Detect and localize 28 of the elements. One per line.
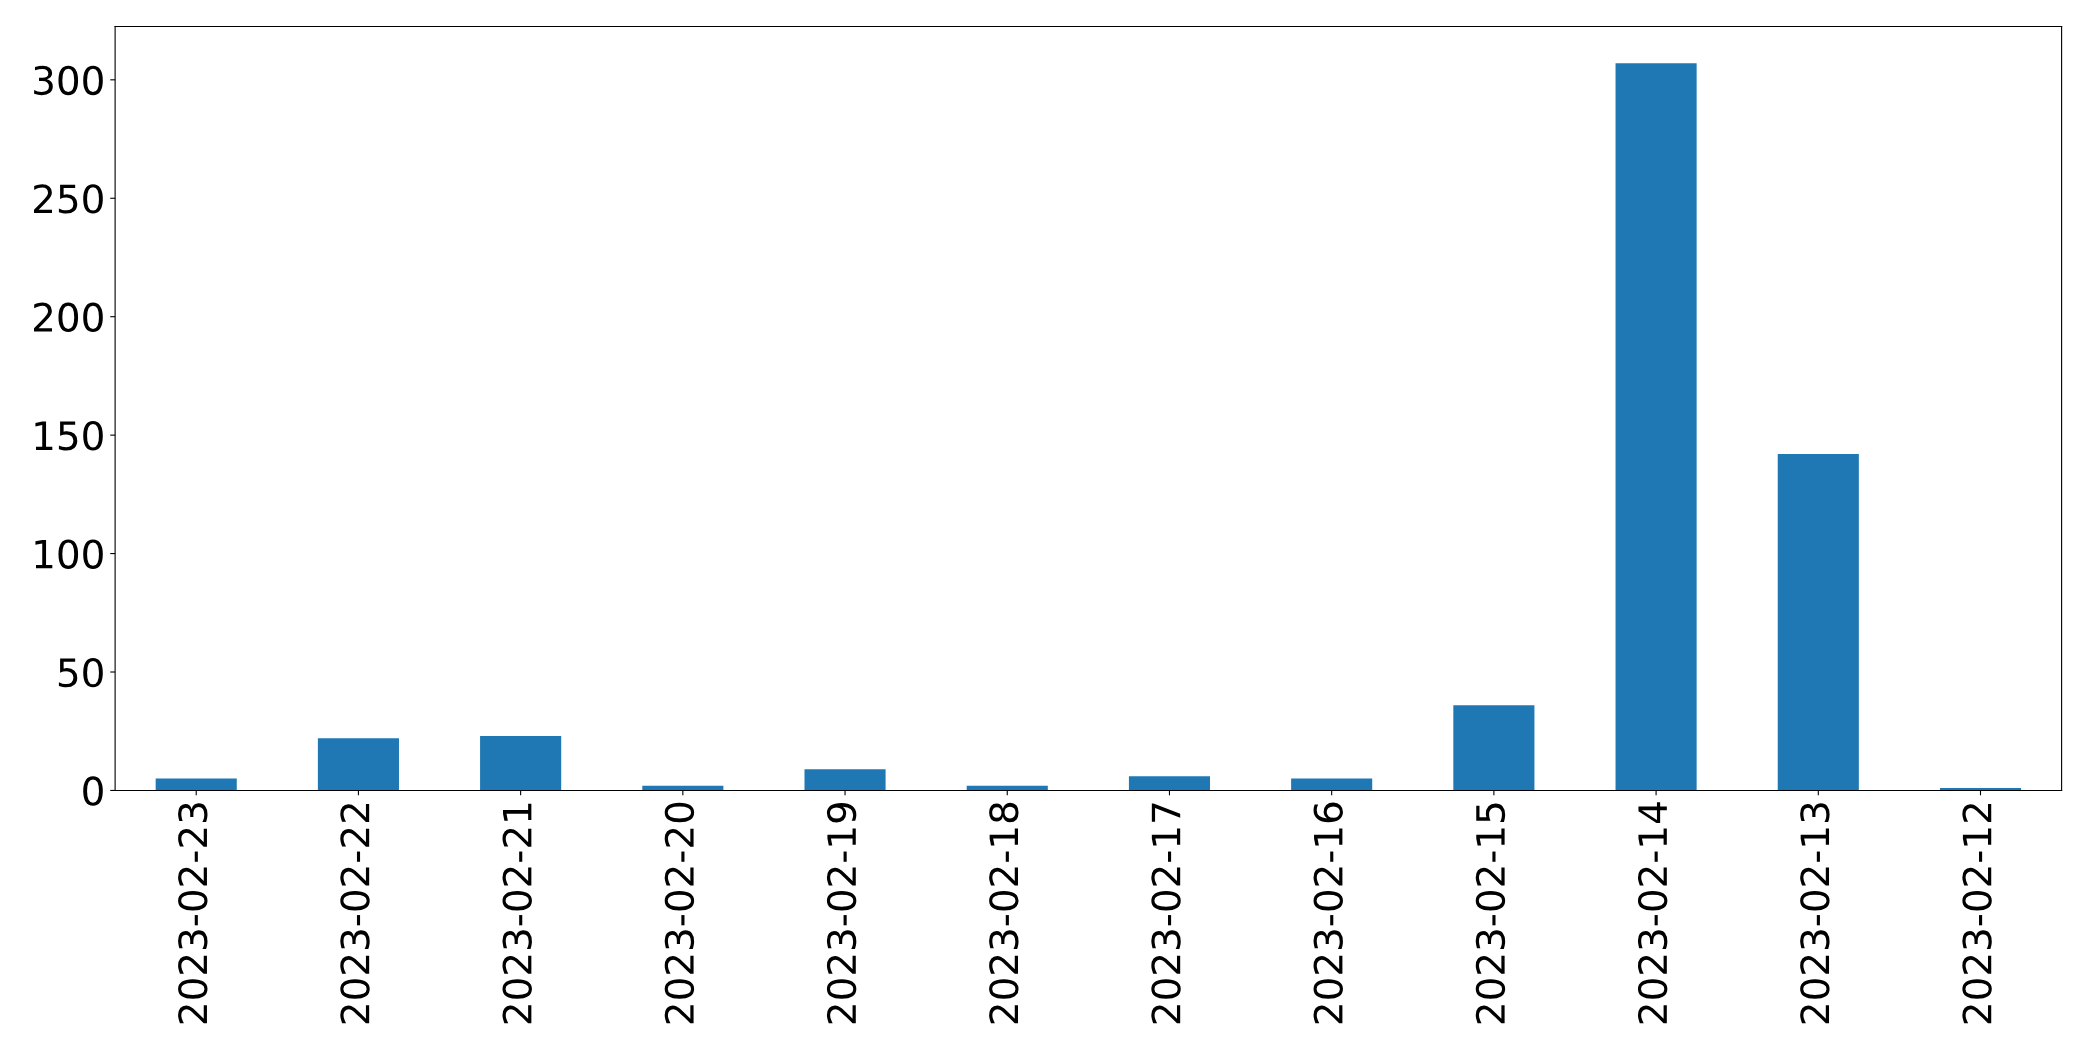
bar bbox=[1453, 705, 1535, 791]
y-tick-label: 0 bbox=[83, 776, 103, 806]
bar bbox=[1777, 454, 1859, 791]
y-tick-label: 100 bbox=[35, 539, 103, 569]
x-tick-label: 2023-02-20 bbox=[664, 802, 695, 1024]
x-tick-label: 2023-02-15 bbox=[1475, 803, 1506, 1024]
x-tick-label: 2023-02-19 bbox=[826, 802, 857, 1024]
bar bbox=[1291, 778, 1373, 791]
bar bbox=[1615, 63, 1697, 791]
x-tick-label: 2023-02-14 bbox=[1637, 802, 1668, 1024]
x-tick-label: 2023-02-21 bbox=[502, 803, 532, 1024]
bar bbox=[1128, 776, 1211, 791]
y-tick-label: 50 bbox=[58, 657, 103, 688]
x-tick-label: 2023-02-22 bbox=[340, 804, 370, 1024]
x-tick-label: 2023-02-18 bbox=[989, 802, 1019, 1024]
y-tick-label: 250 bbox=[34, 184, 103, 214]
y-tick-label: 150 bbox=[35, 421, 103, 451]
bar bbox=[317, 738, 399, 791]
bar bbox=[155, 778, 237, 791]
bar bbox=[480, 735, 562, 791]
x-tick-label: 2023-02-12 bbox=[1962, 804, 1992, 1024]
x-tick-label: 2023-02-13 bbox=[1800, 803, 1830, 1024]
bar bbox=[804, 769, 886, 791]
y-tick-label: 300 bbox=[34, 65, 103, 96]
x-tick-label: 2023-02-16 bbox=[1313, 802, 1343, 1024]
y-tick-label: 200 bbox=[34, 302, 103, 333]
x-tick-label: 2023-02-23 bbox=[178, 803, 208, 1024]
x-tick-label: 2023-02-17 bbox=[1151, 803, 1181, 1024]
